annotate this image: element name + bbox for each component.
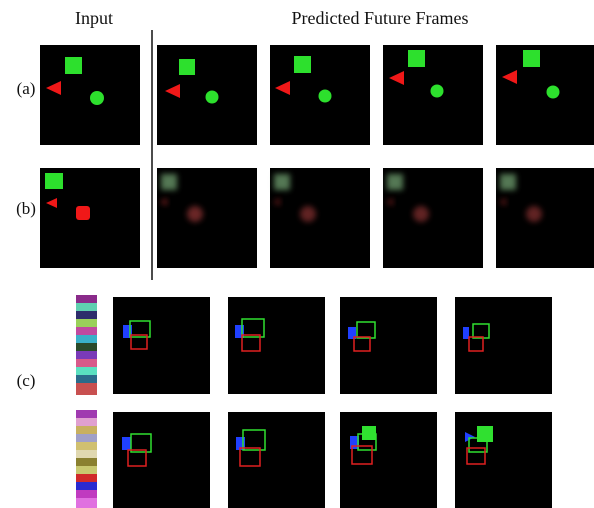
- color-strips: [76, 295, 97, 508]
- row-label: (c): [17, 371, 36, 390]
- header-input: Input: [75, 8, 113, 28]
- frames-c: [113, 297, 552, 508]
- header-predicted: Predicted Future Frames: [292, 8, 469, 28]
- frames-a: [40, 45, 594, 145]
- row-label: (a): [17, 79, 36, 98]
- row-label: (b): [16, 199, 36, 218]
- page: Input Predicted Future Frames (a) (b) (c…: [0, 0, 594, 508]
- figure: Input Predicted Future Frames (a) (b) (c…: [0, 0, 594, 508]
- frames-b: [40, 168, 594, 268]
